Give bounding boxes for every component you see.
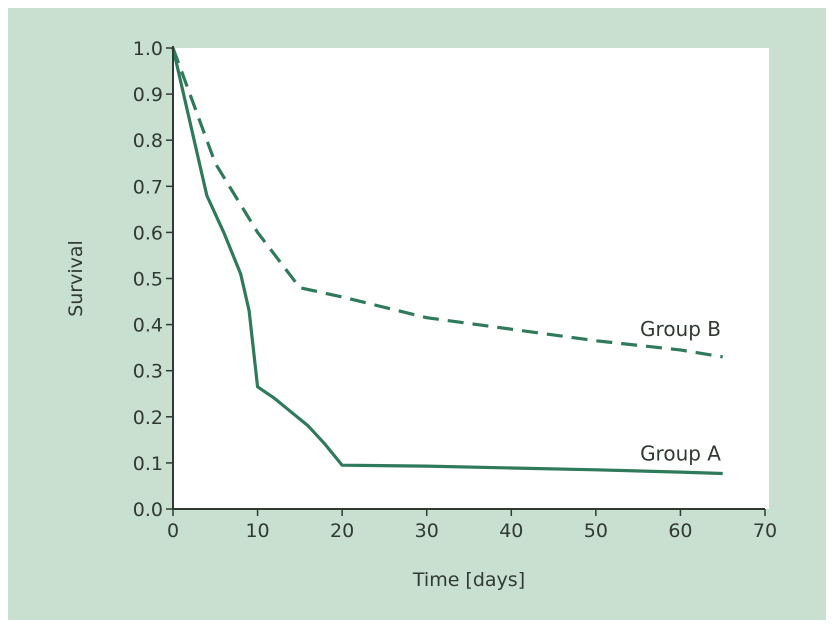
series-label-group-a: Group A [640, 442, 721, 466]
y-tick-label: 1.0 [133, 38, 163, 60]
y-tick-label: 0.1 [133, 453, 163, 475]
y-tick-label: 0.5 [133, 269, 163, 291]
series-line-group-a [171, 47, 723, 476]
x-tick-label: 30 [415, 520, 439, 542]
y-tick-label: 0.3 [133, 361, 163, 383]
labels: Time [days] Survival Group B Group A [65, 240, 721, 591]
y-tick-label: 0.6 [133, 222, 163, 244]
chart-figure: 0 10 20 30 40 50 60 70 0.0 0.1 0.2 0.3 0.4 0.5 0.6 0.7 0… [8, 8, 826, 620]
x-tick-label: 10 [245, 520, 269, 542]
x-tick-label: 40 [499, 520, 523, 542]
series-label-group-b: Group B [640, 317, 721, 341]
y-tick-label: 0.9 [133, 84, 163, 106]
series-line-group-b [171, 47, 723, 359]
x-tick-label: 50 [584, 520, 608, 542]
y-axis-title: Survival [65, 240, 87, 317]
x-axis-title: Time [days] [412, 569, 525, 591]
axes: 0 10 20 30 40 50 60 70 0.0 0.1 0.2 0.3 0.4 0.5 0.6 0.7 0… [133, 38, 777, 542]
y-tick-label: 0.2 [133, 407, 163, 429]
x-tick-label: 20 [330, 520, 354, 542]
x-tick-label: 60 [668, 520, 692, 542]
survival-chart: 0 10 20 30 40 50 60 70 0.0 0.1 0.2 0.3 0.4 0.5 0.6 0.7 0… [65, 38, 777, 591]
y-tick-label: 0.4 [133, 315, 163, 337]
series-lines [171, 47, 723, 476]
y-tick-label: 0.8 [133, 130, 163, 152]
x-tick-label: 70 [753, 520, 777, 542]
plot-area [173, 48, 769, 509]
y-tick-label: 0.7 [133, 176, 163, 198]
y-tick-label: 0.0 [133, 499, 163, 521]
x-tick-label: 0 [167, 520, 179, 542]
